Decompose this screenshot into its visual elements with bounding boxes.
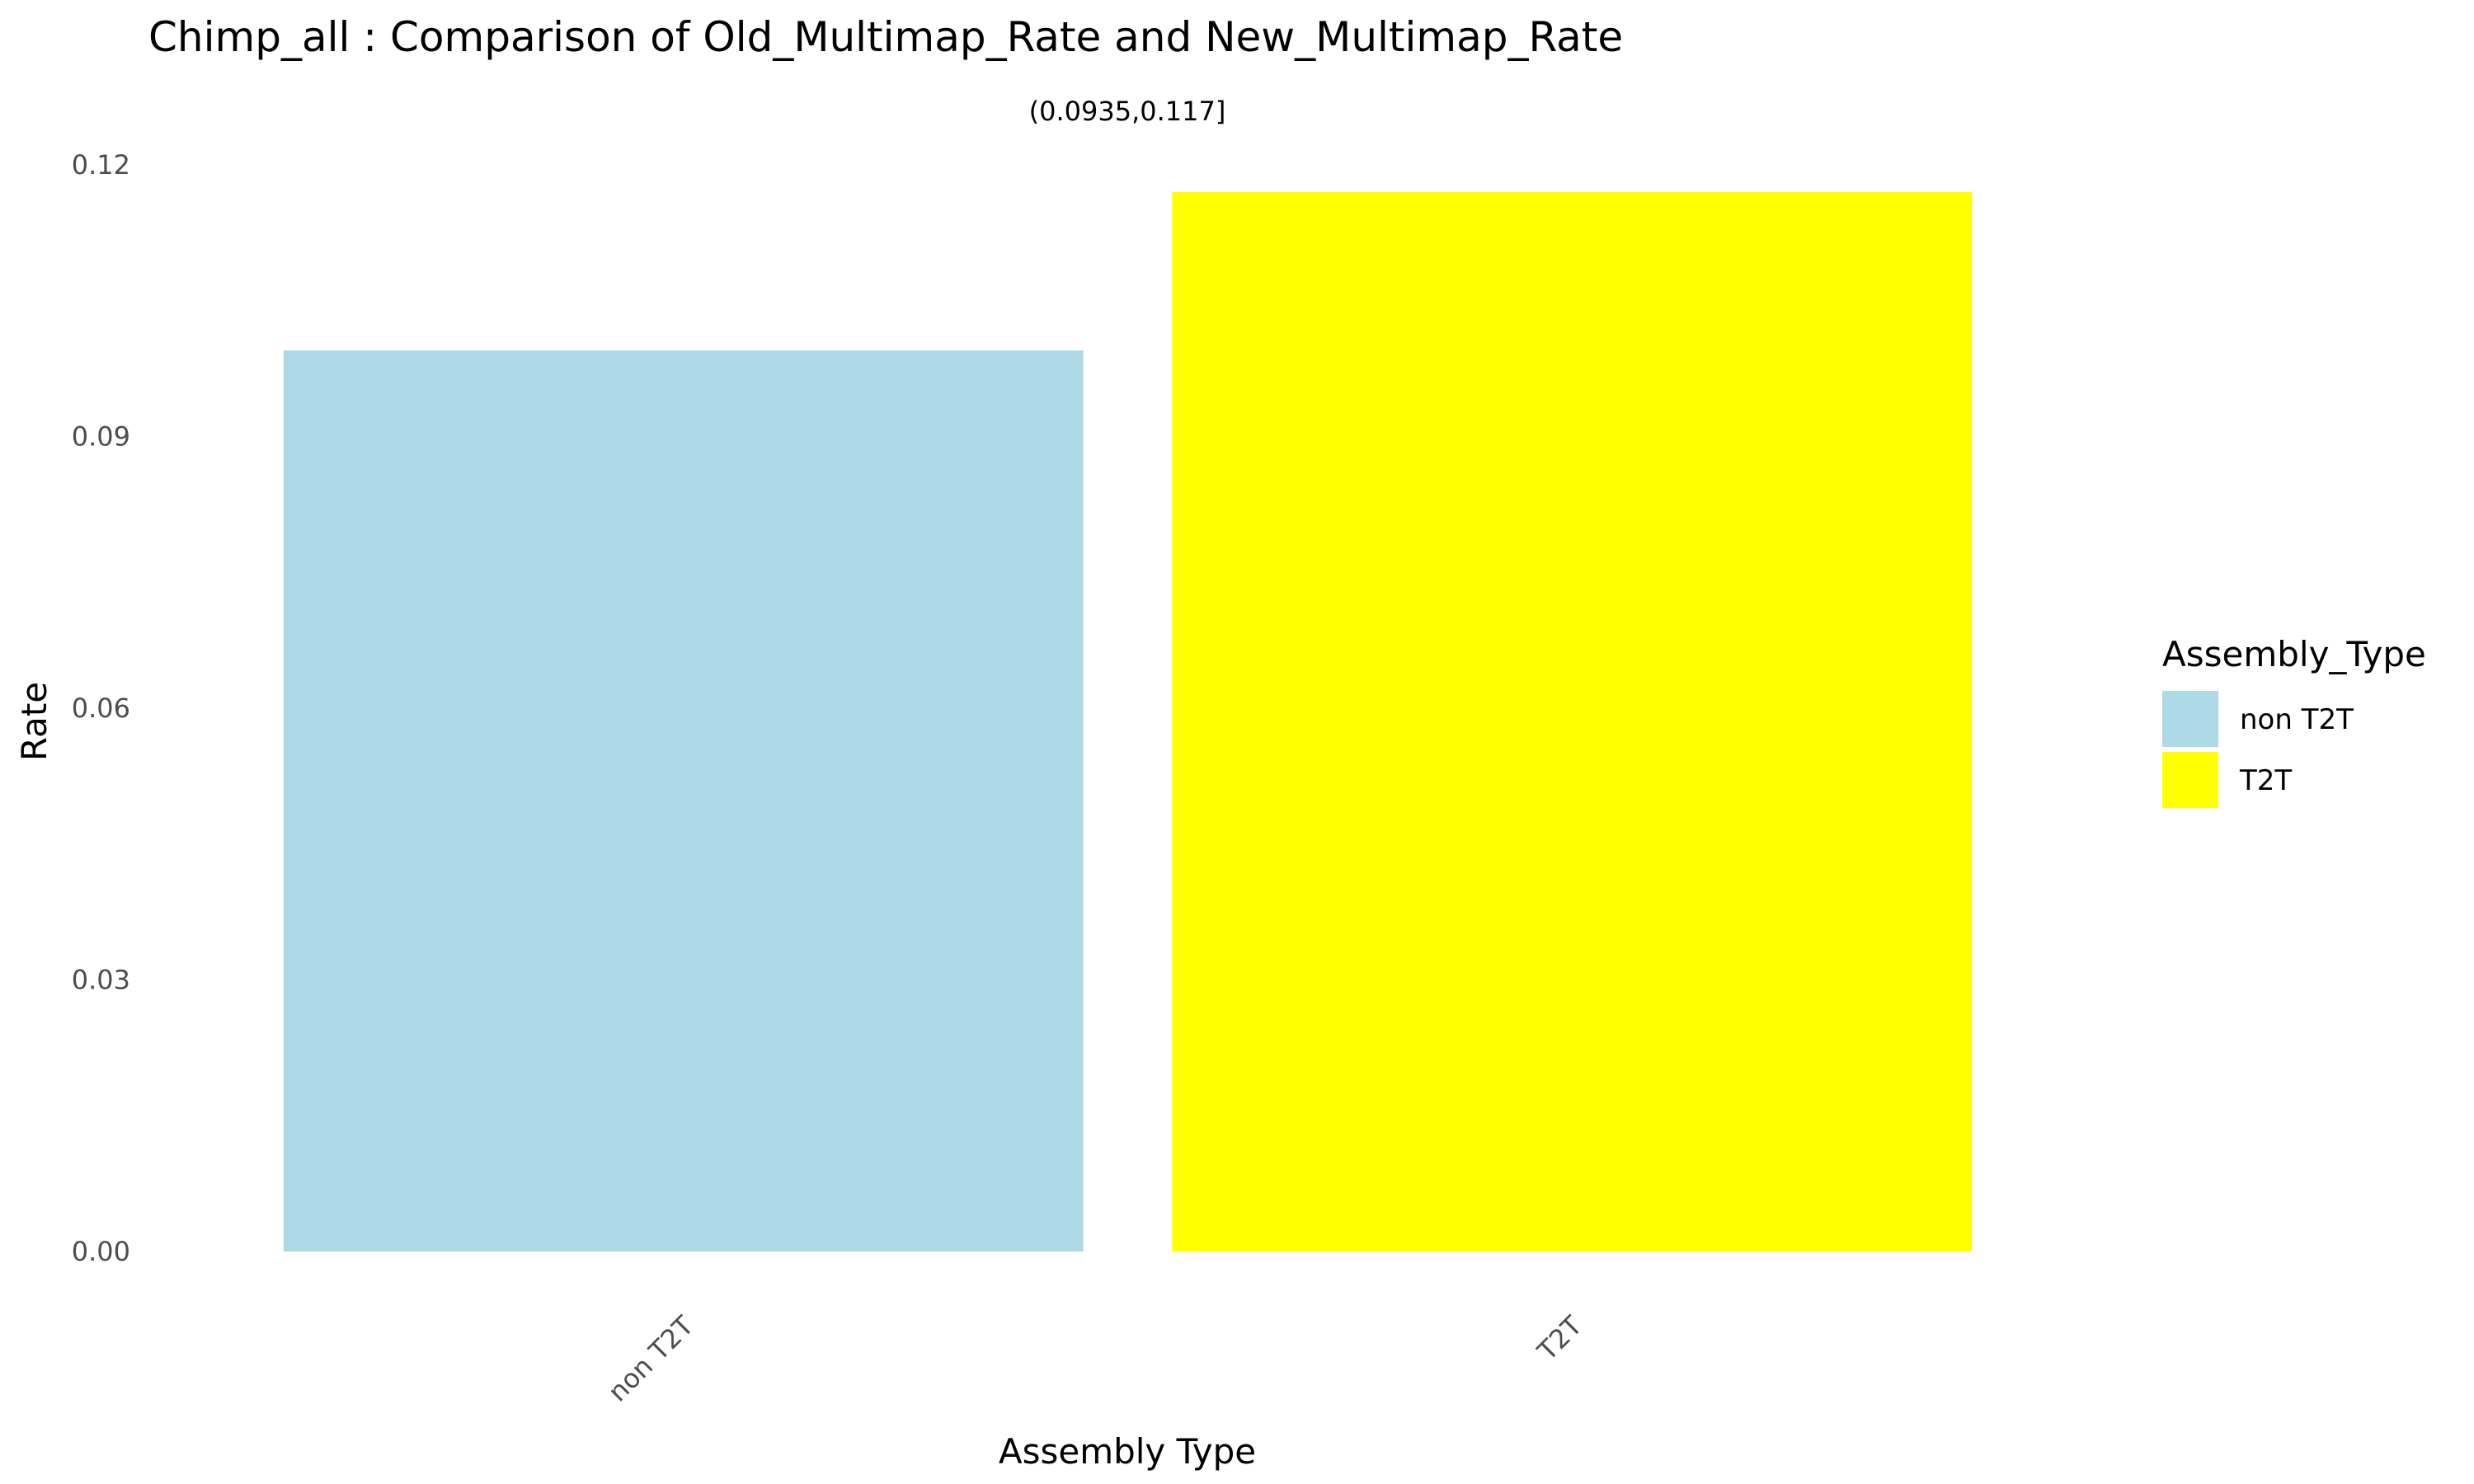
legend-items: non T2T T2T — [2162, 691, 2354, 808]
y-axis-ticks: 0.00 0.03 0.06 0.09 0.12 — [72, 149, 130, 1267]
y-tick-label: 0.00 — [72, 1236, 130, 1267]
y-tick-label: 0.06 — [72, 693, 130, 724]
y-tick-label: 0.03 — [72, 965, 130, 996]
bar-t2t — [1172, 191, 1973, 1252]
x-axis-title: Assembly Type — [999, 1431, 1256, 1472]
legend-title: Assembly_Type — [2162, 634, 2426, 674]
legend-label: non T2T — [2240, 703, 2354, 736]
bar-non-t2t — [283, 350, 1084, 1252]
legend: Assembly_Type non T2T T2T — [2162, 634, 2426, 808]
x-axis-ticks: non T2T T2T — [602, 1309, 1588, 1407]
chart-subtitle: (0.0935,0.117] — [1029, 96, 1226, 127]
legend-key — [2162, 691, 2218, 747]
legend-label: T2T — [2239, 764, 2292, 797]
y-tick-label: 0.09 — [72, 421, 130, 453]
x-tick-label: non T2T — [602, 1309, 700, 1407]
chart-title: Chimp_all : Comparison of Old_Multimap_R… — [148, 13, 1623, 61]
bars-group — [283, 191, 1973, 1252]
y-tick-label: 0.12 — [72, 149, 130, 181]
legend-key — [2162, 752, 2218, 808]
y-axis-title: Rate — [14, 682, 54, 761]
x-tick-label: T2T — [1531, 1309, 1588, 1367]
